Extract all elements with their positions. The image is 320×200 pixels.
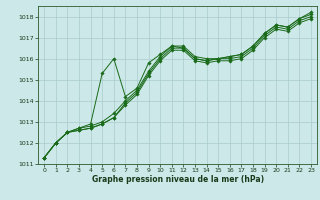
X-axis label: Graphe pression niveau de la mer (hPa): Graphe pression niveau de la mer (hPa)	[92, 175, 264, 184]
